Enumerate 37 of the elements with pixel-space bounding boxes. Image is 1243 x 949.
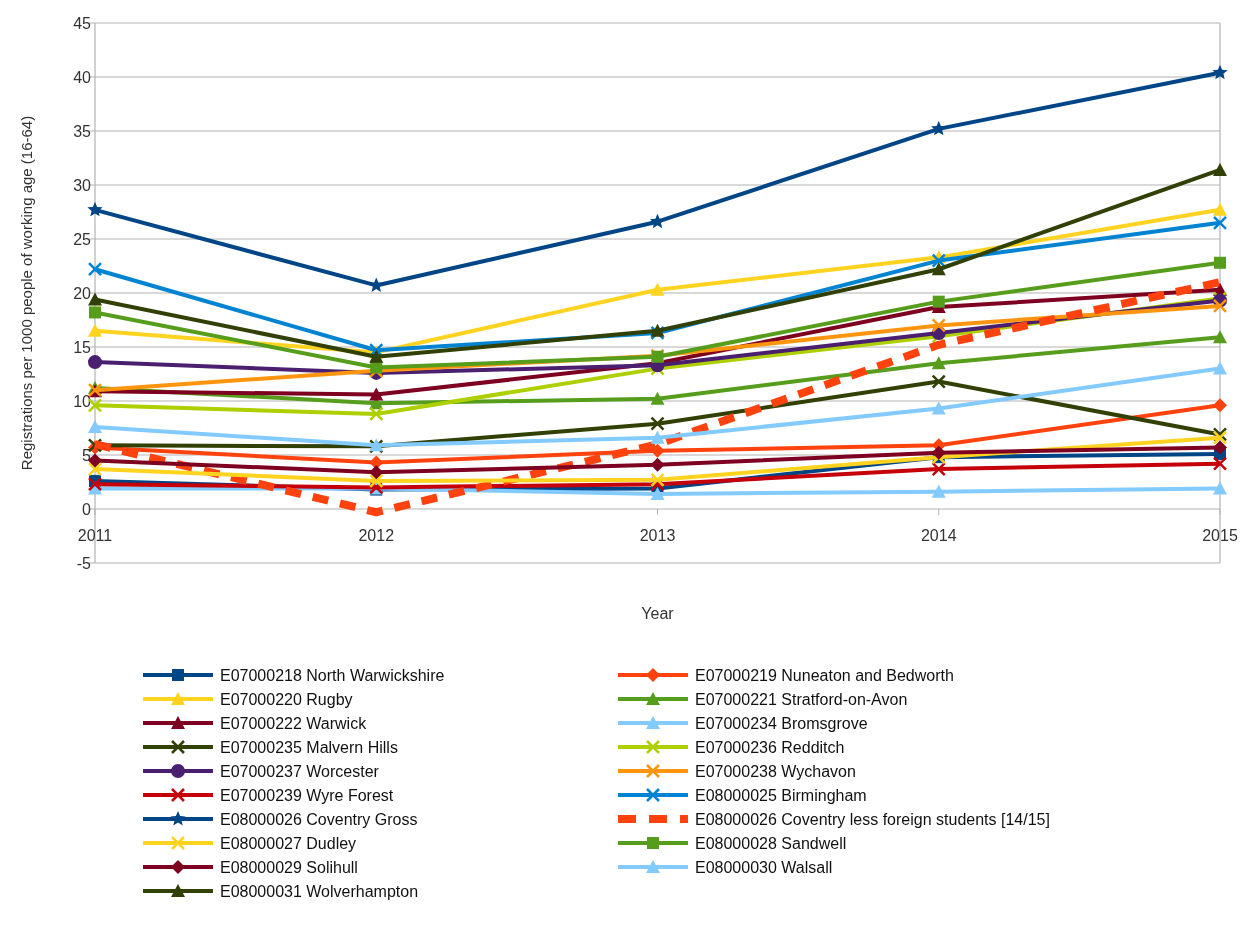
y-tick-label: 30 (73, 177, 92, 194)
y-tick-label: -5 (76, 555, 92, 572)
legend-label: E07000239 Wyre Forest (220, 787, 394, 804)
x-axis-title: Year (641, 605, 675, 622)
legend-label: E07000237 Worcester (220, 763, 380, 780)
y-tick-label: 20 (73, 285, 92, 302)
legend-label: E07000235 Malvern Hills (220, 739, 398, 756)
legend-label: E07000236 Redditch (695, 739, 845, 756)
legend-label: E07000234 Bromsgrove (695, 715, 868, 732)
x-tick-label: 2011 (77, 527, 113, 544)
legend-label: E07000218 North Warwickshire (220, 667, 445, 684)
legend-label: E08000029 Solihull (220, 859, 358, 876)
legend-label: E08000031 Wolverhampton (220, 883, 419, 900)
y-tick-label: 0 (82, 501, 92, 518)
legend-label: E08000028 Sandwell (695, 835, 847, 852)
y-tick-label: 40 (73, 69, 92, 86)
y-tick-label: 15 (73, 339, 92, 356)
legend-label: E08000025 Birmingham (695, 787, 867, 804)
x-tick-label: 2012 (358, 527, 395, 544)
legend-label: E07000221 Stratford-on-Avon (695, 691, 908, 708)
legend-label: E08000027 Dudley (220, 835, 357, 852)
legend-label: E07000219 Nuneaton and Bedworth (695, 667, 954, 684)
y-axis-title: Registrations per 1000 people of working age (16-64) (18, 115, 35, 471)
x-tick-label: 2014 (920, 527, 957, 544)
y-tick-label: 10 (73, 393, 92, 410)
x-tick-label: 2013 (639, 527, 676, 544)
y-tick-label: 5 (82, 447, 92, 464)
y-tick-label: 35 (73, 123, 92, 140)
y-tick-label: 45 (73, 15, 92, 32)
legend-label: E08000030 Walsall (695, 859, 833, 876)
legend-label: E07000238 Wychavon (695, 763, 856, 780)
legend-label: E07000222 Warwick (220, 715, 368, 732)
legend-label: E08000026 Coventry Gross (220, 811, 418, 828)
y-tick-label: 25 (73, 231, 92, 248)
x-tick-label: 2015 (1202, 527, 1238, 544)
legend-label: E07000220 Rugby (220, 691, 353, 708)
legend-label: E08000026 Coventry less foreign students [14/15] (695, 811, 1050, 828)
